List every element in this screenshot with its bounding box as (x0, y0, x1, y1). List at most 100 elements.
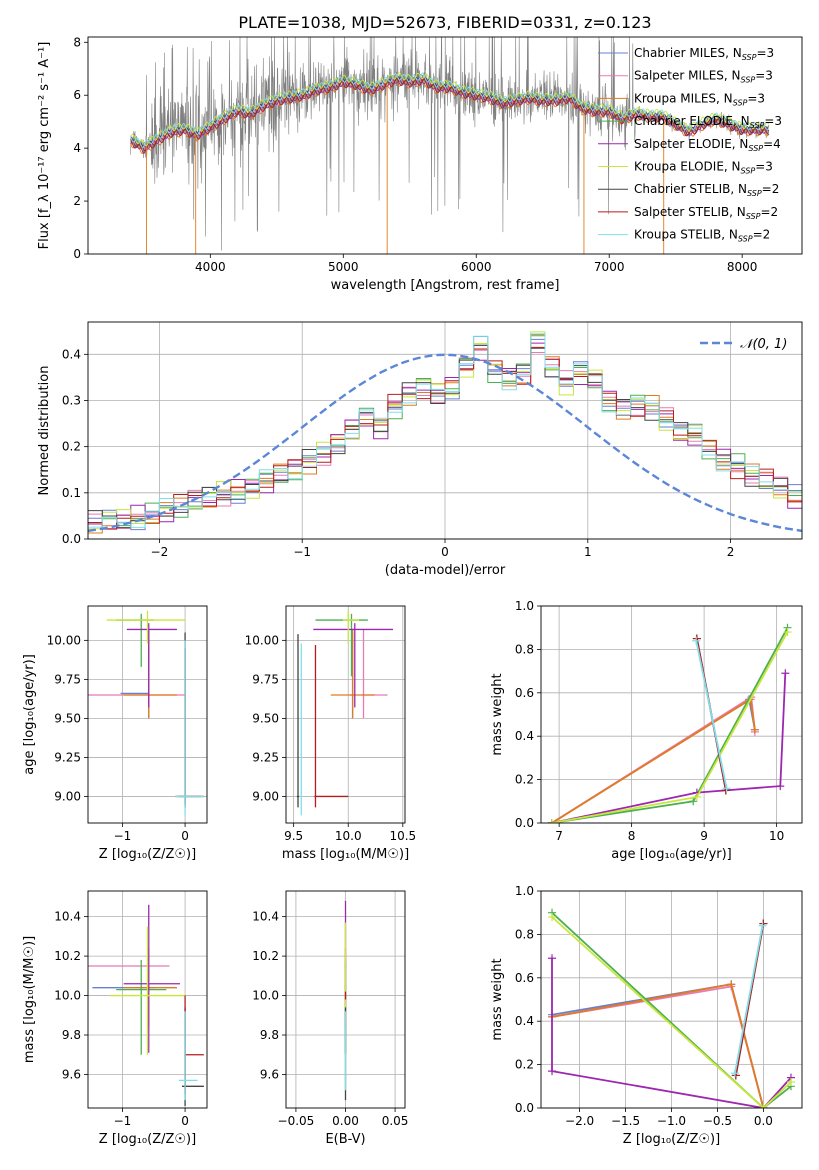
y-axis-label: Normed distribution (37, 366, 52, 496)
weight-marker (548, 954, 557, 963)
histogram-series (88, 333, 802, 528)
errorbar-point (175, 632, 204, 808)
errorbar-point (116, 960, 167, 1055)
x-tick-label: −0.05 (278, 1114, 315, 1128)
x-axis-label: Z [log₁₀(Z/Z☉)] (99, 1132, 196, 1147)
y-tick-label: 10.4 (54, 910, 81, 924)
x-tick-label: 0 (441, 545, 449, 559)
x-axis-label: (data-model)/error (385, 563, 506, 578)
x-tick-label: 0.0 (754, 1114, 773, 1128)
y-axis-label: mass weight (490, 673, 505, 755)
weight-marker (727, 980, 736, 989)
y-tick-label: 9.75 (54, 672, 81, 686)
figure-title: PLATE=1038, MJD=52673, FIBERID=0331, z=0… (238, 13, 651, 32)
weight-series (730, 921, 767, 1078)
x-tick-label: −1 (114, 829, 132, 843)
weight-marker (548, 1067, 557, 1076)
weight-marker (786, 1077, 795, 1086)
x-tick-label: −1.0 (657, 1114, 686, 1128)
weight-line (551, 631, 789, 823)
legend-entry: Chabrier MILES, NSSP=3 (634, 46, 774, 62)
y-tick-label: 0.2 (515, 773, 534, 787)
y-tick-label: 9.00 (252, 789, 279, 803)
legend-entry: Chabrier STELIB, NSSP=2 (634, 182, 779, 198)
errorbar-point (178, 648, 201, 805)
errorbar-point (123, 904, 181, 1053)
y-tick-label: 9.50 (252, 711, 279, 725)
weight-marker (783, 628, 792, 637)
x-tick-label: 0 (181, 829, 189, 843)
y-tick-label: 0.6 (515, 686, 534, 700)
weight-line (695, 640, 728, 789)
y-tick-label: 0 (73, 247, 81, 261)
errorbar-point (106, 610, 186, 644)
plot-area (88, 331, 802, 534)
weight-series (548, 982, 768, 1108)
weight-line (551, 627, 789, 823)
errorbar-point (330, 629, 375, 719)
legend-entry: Kroupa MILES, NSSP=3 (634, 91, 765, 107)
gaussian-curve (88, 353, 802, 533)
x-tick-label: 1 (584, 545, 592, 559)
legend-entry: Kroupa STELIB, NSSP=2 (634, 228, 770, 244)
y-tick-label: 10.2 (252, 949, 279, 963)
y-tick-label: 9.00 (54, 789, 81, 803)
errorbar-point (184, 995, 204, 1095)
x-tick-label: −2 (151, 545, 169, 559)
chart-spectrum: 4000 5000 6000 7000 8000 0 2 4 6 8 wavelength [Ang… (37, 35, 803, 293)
y-tick-label: 10.2 (54, 949, 81, 963)
weight-marker (730, 1069, 739, 1078)
weight-series (548, 913, 795, 1108)
plot-area (130, 37, 770, 254)
y-tick-label: 9.8 (62, 1028, 81, 1042)
errorbar-point (123, 948, 177, 1028)
x-tick-label: 7 (555, 829, 563, 843)
weight-marker (689, 797, 698, 806)
axes-frame (540, 890, 803, 1109)
errorbar-point (120, 630, 150, 719)
y-tick-label: 0.4 (515, 1014, 534, 1028)
spectrum-model-line (130, 78, 770, 154)
errorbar-point (361, 629, 388, 719)
weight-marker (759, 1104, 768, 1108)
weight-marker (750, 725, 759, 734)
chart-mass_vs_Z: −1 0 9.6 9.8 10.0 10.2 10.4 Z [log₁₀(Z/Z☉)] mass… (22, 890, 208, 1147)
legend-entry: Salpeter ELODIE, NSSP=4 (634, 137, 781, 153)
chart-mass_vs_ebv: −0.05 0.00 0.05 9.6 9.8 10.0 10.2 10.4 E(B-V) (252, 890, 408, 1147)
errorbar-point (109, 926, 186, 1055)
axes-frame (285, 605, 406, 824)
y-tick-label: 9.25 (54, 750, 81, 764)
gauss-legend: 𝒩(0, 1) (700, 337, 787, 352)
y-tick-label: 0.0 (62, 532, 81, 546)
weight-marker (722, 784, 731, 793)
y-tick-label: 10.4 (252, 910, 279, 924)
y-tick-label: 9.6 (260, 1067, 279, 1081)
weight-line (734, 925, 764, 1074)
histogram-series (88, 346, 802, 530)
y-tick-label: 0.4 (515, 729, 534, 743)
x-axis-label: age [log₁₀(age/yr)] (611, 847, 732, 862)
axes-frame (87, 605, 208, 824)
weight-marker (692, 636, 701, 645)
errorbar-point (313, 623, 393, 708)
y-tick-label: 8 (73, 35, 81, 49)
y-tick-label: 9.8 (260, 1028, 279, 1042)
x-tick-label: 10 (769, 829, 784, 843)
y-tick-label: 10.00 (47, 633, 81, 647)
plot-area (296, 610, 393, 816)
x-tick-label: 7000 (594, 260, 625, 274)
chart-residuals: −2 −1 0 1 2 0.0 0.1 0.2 0.3 0.4 (data-model)/error… (37, 321, 803, 578)
y-tick-label: 2 (73, 194, 81, 208)
y-axis-label: mass weight (490, 958, 505, 1040)
spectrum-model-line (130, 78, 770, 155)
spectrum-legend: Chabrier MILES, NSSP=3 Salpeter MILES, NS… (598, 46, 782, 244)
y-tick-label: 0.2 (515, 1058, 534, 1072)
axes-frame (285, 890, 406, 1109)
legend-entry: Chabrier ELODIE, NSSP=3 (634, 114, 782, 130)
x-tick-label: −1 (114, 1114, 132, 1128)
errorbar-point (296, 634, 300, 808)
axes-frame (87, 321, 803, 540)
y-tick-label: 0.8 (515, 927, 534, 941)
chart-age_vs_Z: −1 0 9.00 9.25 9.50 9.75 10.00 Z [log₁₀(Z/Z☉)] a… (22, 605, 208, 862)
